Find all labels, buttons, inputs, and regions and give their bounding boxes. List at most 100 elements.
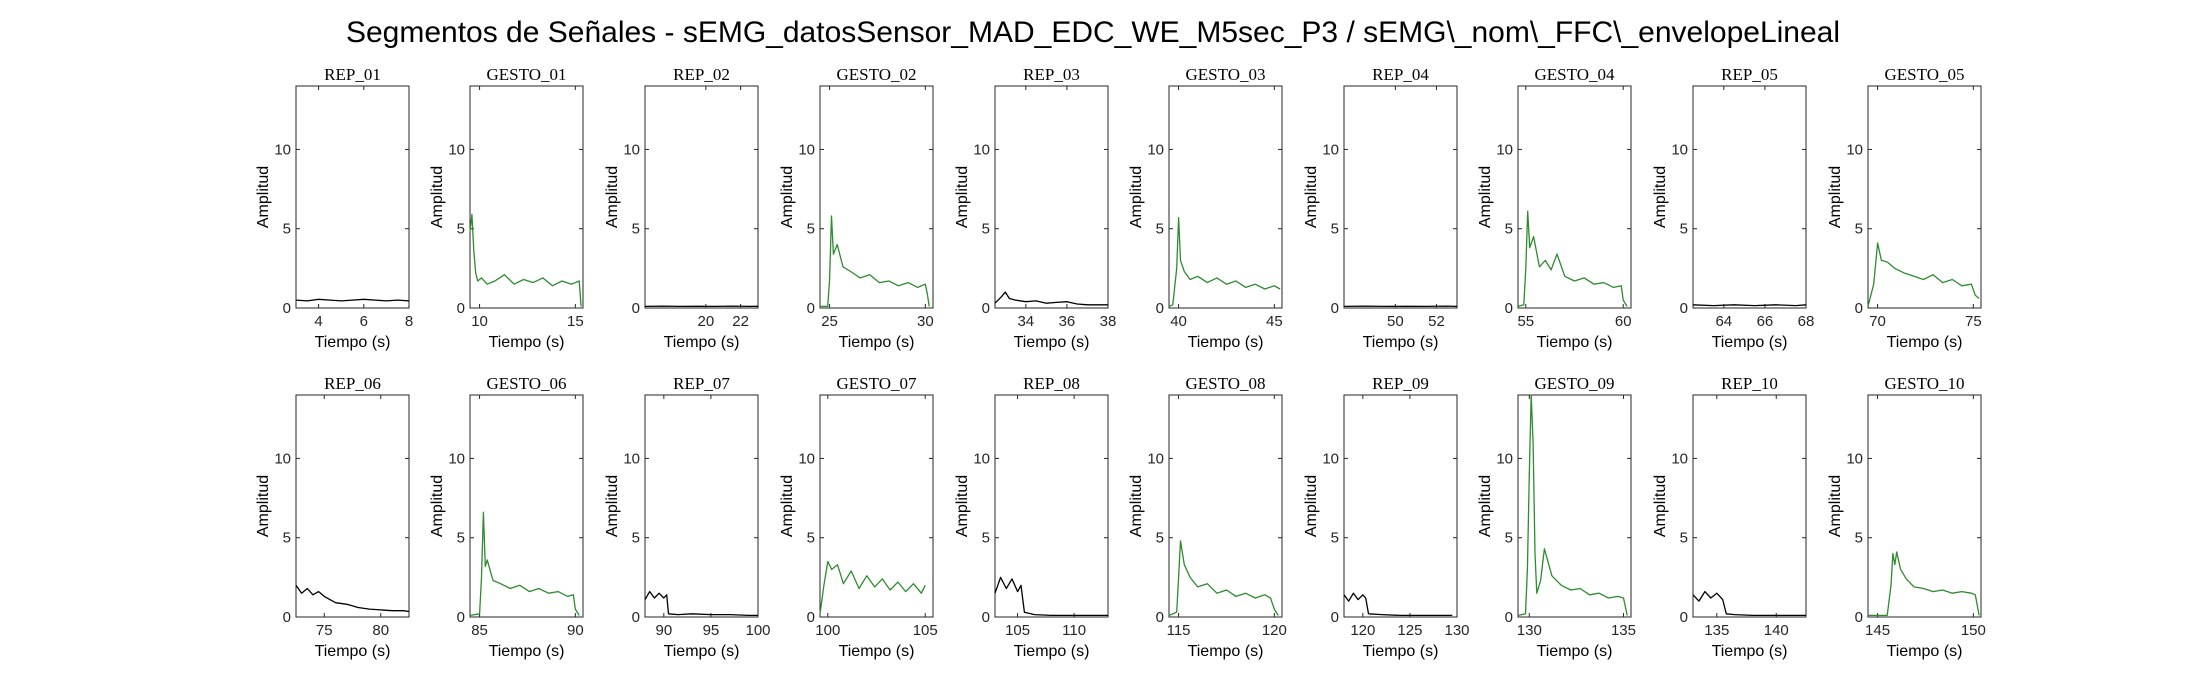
x-axis-label: Tiempo (s) xyxy=(1363,643,1439,660)
subplot-gesto-10: GESTO_10 0 5 10 145 150 Tiempo (s) Amplitud xyxy=(1827,374,1986,660)
x-tick-label: 10 xyxy=(471,313,488,330)
y-axis-label: Amplitud xyxy=(429,475,446,537)
x-tick-label: 4 xyxy=(314,313,322,330)
x-tick-label: 50 xyxy=(1387,313,1404,330)
axes-box xyxy=(295,394,410,618)
y-tick-label: 0 xyxy=(1331,300,1339,317)
x-tick-label: 6 xyxy=(360,313,368,330)
y-tick-label: 10 xyxy=(448,450,465,467)
y-axis-label: Amplitud xyxy=(604,475,621,537)
y-tick-label: 0 xyxy=(1156,300,1164,317)
y-axis-label: Amplitud xyxy=(954,166,971,228)
y-axis-label: Amplitud xyxy=(429,166,446,228)
rep-signal-line xyxy=(295,298,410,302)
y-tick-label: 10 xyxy=(1846,450,1863,467)
x-tick-label: 45 xyxy=(1266,313,1283,330)
subplot-title: REP_02 xyxy=(673,65,730,84)
x-tick-label: 34 xyxy=(1017,313,1034,330)
x-axis-label: Tiempo (s) xyxy=(664,643,740,660)
y-tick-label: 5 xyxy=(283,530,291,547)
x-axis-label: Tiempo (s) xyxy=(839,643,915,660)
x-tick-label: 135 xyxy=(1611,622,1636,639)
x-tick-label: 75 xyxy=(316,622,333,639)
subplot-title: REP_09 xyxy=(1372,374,1429,393)
subplot-rep-03: REP_03 0 5 10 34 36 38 Tiempo (s) Amplitud xyxy=(954,65,1116,351)
y-tick-label: 5 xyxy=(283,221,291,238)
x-axis-label: Tiempo (s) xyxy=(1537,643,1613,660)
subplot-title: GESTO_09 xyxy=(1535,374,1615,393)
x-axis-label: Tiempo (s) xyxy=(1014,643,1090,660)
y-tick-label: 0 xyxy=(1680,609,1688,626)
subplot-rep-07: REP_07 0 5 10 90 95 100 Tiempo (s) Amplitud xyxy=(604,374,771,660)
axes-box xyxy=(1168,85,1283,309)
x-axis-label: Tiempo (s) xyxy=(1188,643,1264,660)
axes-box xyxy=(1168,394,1283,618)
axes-box xyxy=(819,85,934,309)
x-tick-label: 25 xyxy=(821,313,838,330)
gesto-signal-line xyxy=(469,213,582,307)
x-tick-label: 85 xyxy=(471,622,488,639)
y-tick-label: 10 xyxy=(798,141,815,158)
gesto-signal-line xyxy=(1517,394,1628,617)
y-tick-label: 0 xyxy=(1855,300,1863,317)
gesto-signal-line xyxy=(469,511,580,617)
y-tick-label: 5 xyxy=(1855,221,1863,238)
subplot-gesto-07: GESTO_07 0 5 10 100 105 Tiempo (s) Amplitud xyxy=(779,374,938,660)
subplot-title: GESTO_06 xyxy=(487,374,567,393)
x-tick-label: 135 xyxy=(1704,622,1729,639)
x-tick-label: 36 xyxy=(1059,313,1076,330)
axes-box xyxy=(994,394,1109,618)
axes-box xyxy=(469,85,584,309)
subplot-rep-10: REP_10 0 5 10 135 140 Tiempo (s) Amplitud xyxy=(1652,374,1807,660)
y-tick-label: 10 xyxy=(1147,141,1164,158)
y-tick-label: 10 xyxy=(1496,450,1513,467)
y-tick-label: 5 xyxy=(807,530,815,547)
x-tick-label: 38 xyxy=(1100,313,1117,330)
x-tick-label: 100 xyxy=(745,622,770,639)
axes-box xyxy=(819,394,934,618)
rep-signal-line xyxy=(1692,304,1807,307)
x-axis-label: Tiempo (s) xyxy=(1887,643,1963,660)
y-tick-label: 5 xyxy=(632,221,640,238)
axes-box xyxy=(644,85,759,309)
subplot-title: REP_01 xyxy=(324,65,381,84)
y-tick-label: 10 xyxy=(448,141,465,158)
x-tick-label: 52 xyxy=(1428,313,1445,330)
y-tick-label: 5 xyxy=(632,530,640,547)
subplot-title: REP_08 xyxy=(1023,374,1080,393)
y-tick-label: 5 xyxy=(457,530,465,547)
y-axis-label: Amplitud xyxy=(779,475,796,537)
y-tick-label: 5 xyxy=(1505,530,1513,547)
x-tick-label: 22 xyxy=(732,313,749,330)
x-tick-label: 90 xyxy=(567,622,584,639)
subplot-title: REP_06 xyxy=(324,374,381,393)
y-tick-label: 0 xyxy=(632,300,640,317)
x-tick-label: 90 xyxy=(655,622,672,639)
y-tick-label: 0 xyxy=(457,300,465,317)
y-axis-label: Amplitud xyxy=(1303,166,1320,228)
subplot-title: GESTO_05 xyxy=(1885,65,1965,84)
y-tick-label: 5 xyxy=(807,221,815,238)
y-axis-label: Amplitud xyxy=(1303,475,1320,537)
y-tick-label: 10 xyxy=(798,450,815,467)
x-axis-label: Tiempo (s) xyxy=(1363,334,1439,351)
gesto-signal-line xyxy=(1168,540,1279,617)
x-axis-label: Tiempo (s) xyxy=(1712,334,1788,351)
x-axis-label: Tiempo (s) xyxy=(1014,334,1090,351)
y-tick-label: 5 xyxy=(1680,221,1688,238)
x-tick-label: 70 xyxy=(1869,313,1886,330)
axes-box xyxy=(1517,394,1632,618)
x-axis-label: Tiempo (s) xyxy=(839,334,915,351)
subplot-title: GESTO_04 xyxy=(1535,65,1615,84)
y-tick-label: 5 xyxy=(1331,530,1339,547)
y-tick-label: 0 xyxy=(807,609,815,626)
y-tick-label: 10 xyxy=(1846,141,1863,158)
y-tick-label: 0 xyxy=(1505,300,1513,317)
x-tick-label: 30 xyxy=(917,313,934,330)
x-tick-label: 105 xyxy=(1005,622,1030,639)
x-axis-label: Tiempo (s) xyxy=(664,334,740,351)
subplot-rep-06: REP_06 0 5 10 75 80 Tiempo (s) Amplitud xyxy=(255,374,410,660)
